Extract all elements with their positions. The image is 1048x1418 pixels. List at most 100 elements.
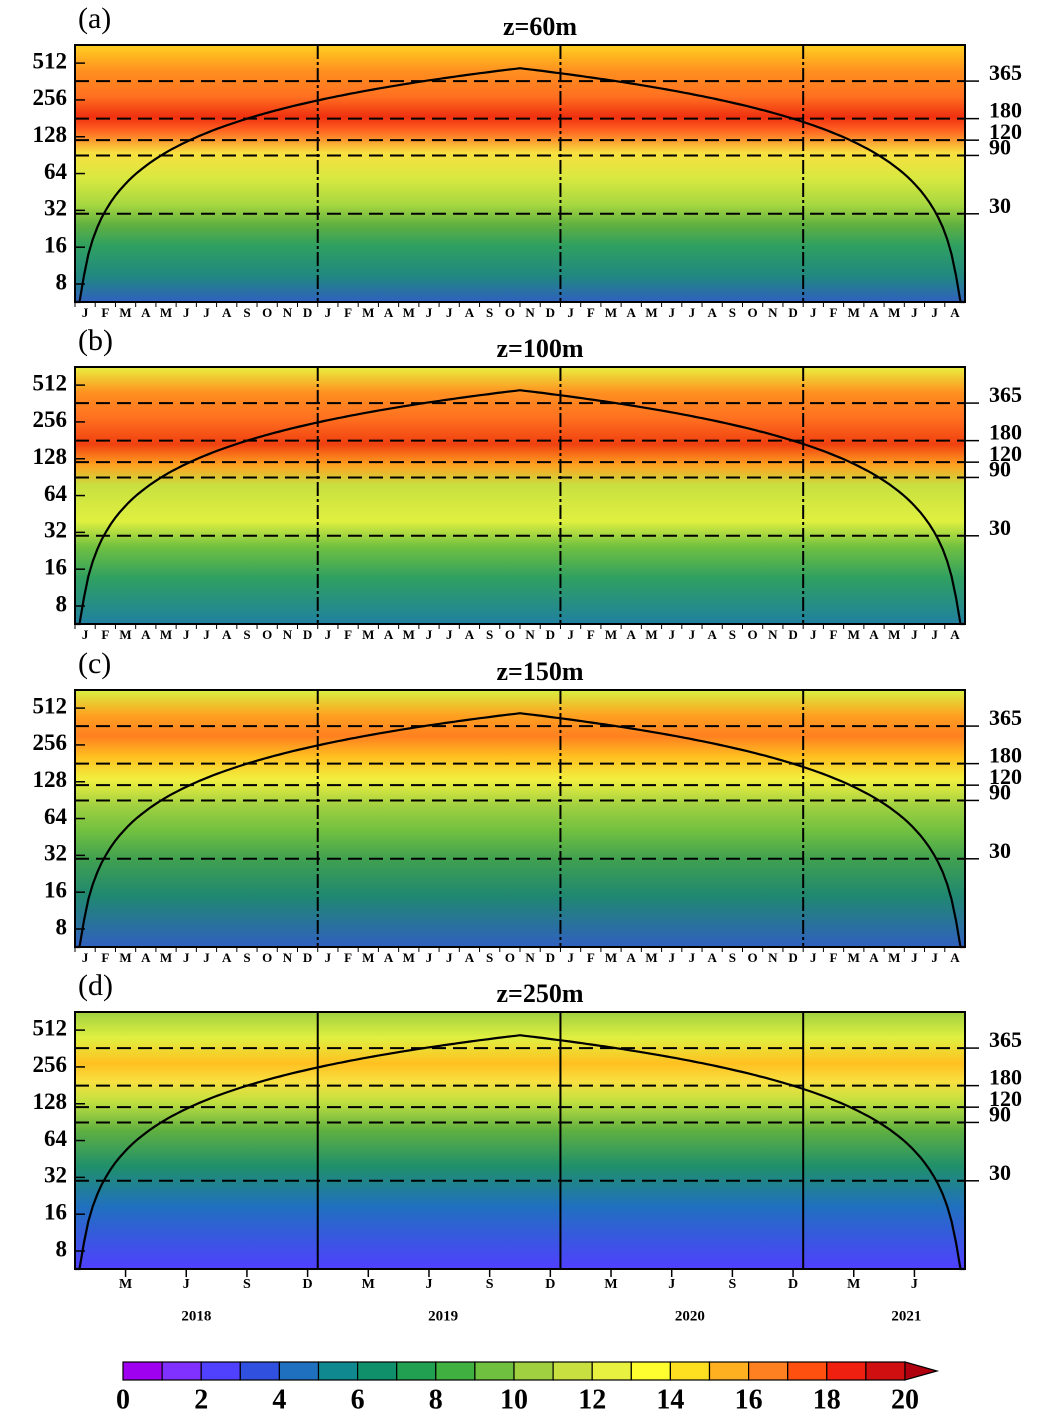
x-tick-label: A bbox=[141, 627, 151, 642]
colorbar-segment bbox=[278, 1361, 320, 1381]
y-tick-label: 16 bbox=[44, 877, 67, 902]
colorbar-tick-label: 20 bbox=[891, 1384, 919, 1415]
x-tick-label: M bbox=[160, 627, 172, 642]
x-tick-label: M bbox=[605, 950, 617, 965]
x-tick-label: M bbox=[160, 950, 172, 965]
x-tick-label: F bbox=[101, 627, 109, 642]
y2-tick-label: 30 bbox=[989, 838, 1011, 863]
colorbar-segment bbox=[552, 1361, 593, 1381]
y-tick-label: 16 bbox=[44, 232, 67, 257]
y-tick-label: 256 bbox=[33, 407, 68, 432]
x-tick-label: F bbox=[830, 950, 838, 965]
x-tick-label: S bbox=[243, 1277, 251, 1292]
panel-title: z=100m bbox=[496, 334, 583, 363]
colorbar-segment bbox=[513, 1361, 554, 1381]
x-tick-label: M bbox=[119, 627, 131, 642]
x-tick-label: J bbox=[689, 305, 696, 320]
x-tick-label: N bbox=[283, 950, 293, 965]
colorbar-segment bbox=[787, 1361, 828, 1381]
y2-tick-label: 30 bbox=[989, 193, 1011, 218]
x-tick-label: J bbox=[82, 950, 89, 965]
cone-of-influence bbox=[75, 1034, 965, 1271]
x-tick-label: J bbox=[668, 305, 675, 320]
x-tick-label: J bbox=[325, 950, 332, 965]
colorbar-segment bbox=[865, 1361, 906, 1381]
x-tick-label: M bbox=[848, 305, 860, 320]
y-tick-label: 8 bbox=[56, 914, 68, 939]
y2-tick-label: 180 bbox=[989, 1065, 1022, 1090]
x-tick-label: S bbox=[728, 1277, 736, 1292]
y-tick-label: 128 bbox=[33, 1089, 68, 1114]
x-tick-label: A bbox=[627, 627, 637, 642]
colorbar-segment bbox=[357, 1361, 398, 1381]
y2-tick-label: 180 bbox=[989, 98, 1022, 123]
x-tick-label: S bbox=[486, 627, 493, 642]
colorbar-segment bbox=[161, 1361, 202, 1381]
x-tick-label: F bbox=[101, 305, 109, 320]
x-tick-label: S bbox=[486, 950, 493, 965]
x-tick-label: N bbox=[768, 305, 778, 320]
x-tick-label: S bbox=[243, 950, 250, 965]
colorbar-tick-label: 8 bbox=[429, 1384, 443, 1415]
x-tick-label: A bbox=[627, 950, 637, 965]
x-tick-label: J bbox=[911, 627, 918, 642]
y-tick-label: 512 bbox=[33, 693, 68, 718]
x-tick-label: M bbox=[119, 305, 131, 320]
x-tick-label: J bbox=[668, 950, 675, 965]
x-tick-label: F bbox=[587, 627, 595, 642]
x-tick-label: O bbox=[262, 305, 272, 320]
x-tick-label: J bbox=[567, 950, 574, 965]
spectrum-field bbox=[75, 690, 965, 947]
x-tick-label: D bbox=[546, 305, 555, 320]
y-tick-label: 128 bbox=[33, 444, 68, 469]
colorbar-segment bbox=[591, 1361, 632, 1381]
x-tick-label: D bbox=[788, 627, 797, 642]
x-tick-label: J bbox=[203, 627, 210, 642]
x-tick-label: N bbox=[525, 305, 535, 320]
cone-of-influence bbox=[75, 67, 965, 304]
x-tick-label: M bbox=[119, 950, 131, 965]
colorbar-segment bbox=[396, 1361, 437, 1381]
colorbar-segment bbox=[200, 1361, 241, 1381]
x-tick-label: M bbox=[605, 627, 617, 642]
y2-tick-label: 120 bbox=[989, 441, 1022, 466]
y-tick-label: 64 bbox=[44, 481, 68, 506]
x-tick-label: A bbox=[384, 305, 394, 320]
y2-tick-label: 30 bbox=[989, 515, 1011, 540]
year-label: 2020 bbox=[675, 1308, 705, 1324]
x-tick-label: A bbox=[384, 950, 394, 965]
colorbar-segment bbox=[239, 1361, 281, 1381]
y-tick-label: 64 bbox=[44, 804, 68, 829]
x-tick-label: S bbox=[243, 305, 250, 320]
x-tick-label: J bbox=[810, 950, 817, 965]
colorbar-tick-label: 18 bbox=[813, 1384, 841, 1415]
x-tick-label: O bbox=[748, 950, 758, 965]
y-tick-label: 128 bbox=[33, 767, 68, 792]
x-tick-label: A bbox=[465, 950, 475, 965]
x-tick-label: M bbox=[604, 1277, 617, 1292]
x-tick-label: D bbox=[303, 305, 312, 320]
y2-tick-label: 365 bbox=[989, 1027, 1022, 1052]
y2-tick-label: 90 bbox=[989, 1101, 1011, 1126]
year-label: 2018 bbox=[181, 1308, 211, 1324]
x-tick-label: A bbox=[950, 305, 960, 320]
x-tick-label: O bbox=[262, 627, 272, 642]
x-tick-label: J bbox=[183, 950, 190, 965]
colorbar-segment bbox=[669, 1361, 711, 1381]
x-tick-label: N bbox=[283, 627, 293, 642]
y-tick-label: 512 bbox=[33, 370, 68, 395]
y2-tick-label: 30 bbox=[989, 1160, 1011, 1185]
x-tick-label: J bbox=[446, 627, 453, 642]
x-tick-label: J bbox=[203, 305, 210, 320]
x-tick-label: N bbox=[768, 627, 778, 642]
y-tick-label: 64 bbox=[44, 159, 68, 184]
x-tick-label: A bbox=[222, 305, 232, 320]
colorbar-tick-label: 2 bbox=[194, 1384, 208, 1415]
y-tick-label: 8 bbox=[56, 591, 68, 616]
colorbar-tick-label: 4 bbox=[272, 1384, 286, 1415]
x-tick-label: J bbox=[446, 305, 453, 320]
y-tick-label: 512 bbox=[33, 1015, 68, 1040]
colorbar-extend bbox=[904, 1361, 940, 1381]
colorbar-segment bbox=[747, 1361, 789, 1381]
x-tick-label: J bbox=[426, 950, 433, 965]
